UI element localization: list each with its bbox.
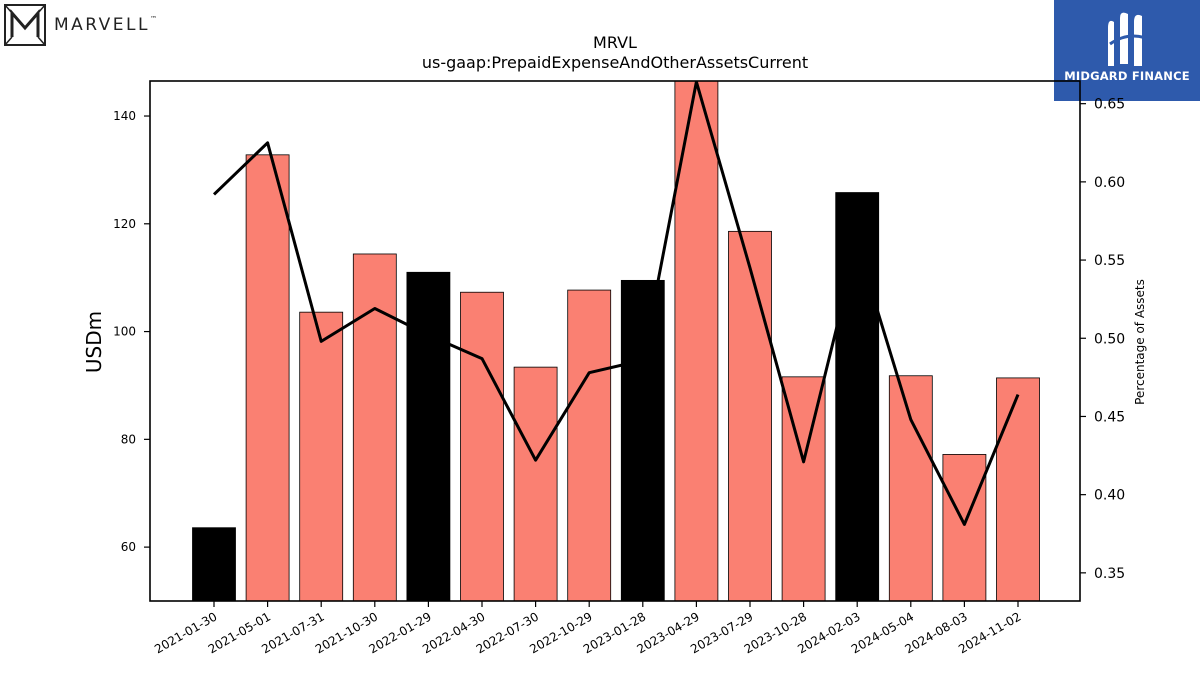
bar-2024-02-03 [835, 192, 880, 601]
bar-2021-07-31 [299, 311, 344, 601]
y2-tick-label: 0.65 [1094, 97, 1125, 113]
bar-2024-11-02 [996, 377, 1040, 601]
bar-2024-05-04 [888, 375, 933, 601]
bar-2022-10-29 [567, 289, 612, 601]
midgard-finance-wordmark: MIDGARD FINANCE [1064, 69, 1190, 83]
bar-2021-01-30 [192, 527, 236, 601]
marvell-wordmark: MARVELL™ [54, 15, 157, 35]
y2-tick-label: 0.35 [1094, 566, 1125, 582]
y-tick-label: 100 [113, 325, 136, 339]
chart-title: MRVL [593, 33, 637, 52]
midgard-finance-logo: MIDGARD FINANCE [1054, 0, 1200, 101]
y-tick-label: 80 [121, 432, 136, 446]
y-tick-label: 140 [113, 109, 136, 123]
y2-axis-label: Percentage of Assets [1133, 279, 1147, 405]
bar-2021-10-30 [352, 253, 397, 601]
bar-2022-04-30 [460, 291, 504, 601]
bar-2023-01-28 [620, 279, 665, 601]
chart-subtitle: us-gaap:PrepaidExpenseAndOtherAssetsCurr… [422, 53, 808, 72]
y2-tick-label: 0.40 [1094, 488, 1125, 504]
y2-tick-label: 0.55 [1094, 253, 1125, 269]
bar-2024-08-03 [942, 454, 987, 601]
y-tick-label: 120 [113, 217, 136, 231]
bar-2022-07-30 [513, 366, 558, 601]
y2-tick-label: 0.60 [1094, 175, 1125, 191]
percentage-of-assets-line [212, 81, 1020, 526]
plot-frame [149, 80, 1081, 602]
y2-tick-label: 0.45 [1094, 409, 1125, 425]
marvell-logo: MARVELL™ [4, 4, 157, 46]
y2-tick-label: 0.50 [1094, 331, 1125, 347]
bar-2023-07-29 [728, 230, 772, 601]
bar-2022-01-29 [406, 271, 451, 601]
y-axis-label: USDm [82, 311, 106, 373]
midgard-m-icon [1108, 12, 1147, 66]
bar-2021-05-01 [245, 154, 290, 601]
y-tick-label: 60 [121, 540, 136, 554]
marvell-logo-mark-icon [4, 4, 46, 46]
